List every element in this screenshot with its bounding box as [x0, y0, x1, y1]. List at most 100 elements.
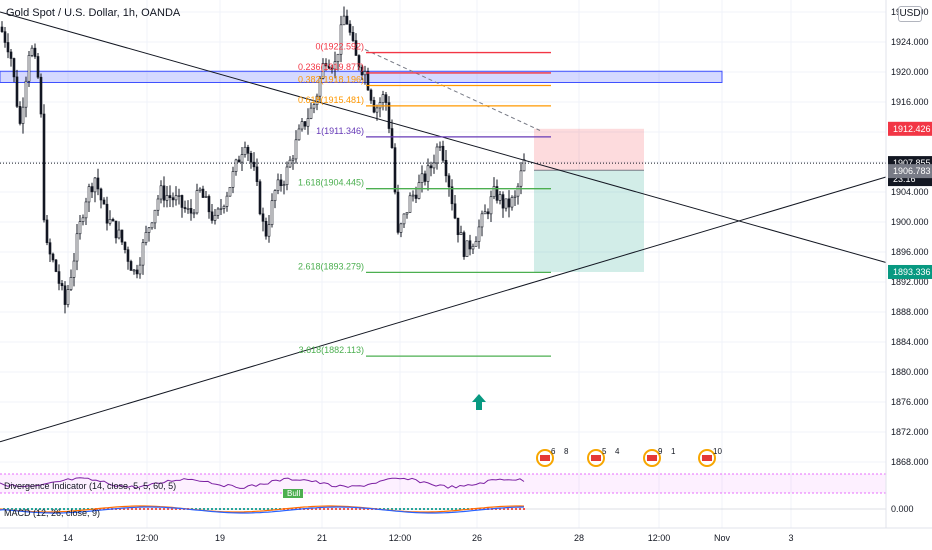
candle-body — [348, 23, 352, 33]
macd-histogram-bar — [267, 508, 269, 510]
macd-histogram-bar — [523, 508, 525, 510]
price-tick-label: 1884.000 — [891, 337, 929, 347]
macd-histogram-bar — [423, 508, 425, 510]
candle-body — [114, 220, 118, 239]
price-tick-label: 1900.000 — [891, 217, 929, 227]
flag-stripe-icon — [591, 455, 601, 461]
candle-body — [0, 26, 4, 32]
candle-body — [186, 208, 190, 210]
candle-body — [96, 177, 100, 190]
candle-body — [165, 195, 169, 201]
candle-body — [237, 159, 241, 163]
macd-histogram-bar — [235, 508, 237, 510]
time-tick-label: Nov — [714, 533, 731, 543]
currency-button[interactable]: USD — [898, 6, 922, 22]
candle-body — [285, 166, 289, 186]
candle-body — [444, 160, 448, 177]
candle-body — [57, 271, 61, 284]
candle-body — [303, 121, 307, 127]
candle-body — [270, 200, 274, 225]
time-tick-label: 14 — [63, 533, 73, 543]
macd-histogram-bar — [351, 508, 353, 510]
time-tick-label: 12:00 — [648, 533, 671, 543]
candle-body — [402, 213, 406, 225]
candle-body — [135, 269, 139, 275]
macd-signal-line — [0, 505, 525, 513]
candle-body — [90, 186, 94, 193]
macd-histogram-bar — [387, 508, 389, 510]
candle-body — [276, 179, 280, 191]
candle-body — [9, 51, 13, 59]
macd-histogram-bar — [19, 508, 21, 510]
candle-body — [138, 264, 142, 275]
candle-body — [189, 208, 193, 214]
fib-extension: 0(1922.592) 0.236(1919.877) 0.382(1918.196… — [298, 42, 551, 357]
candle-body — [48, 242, 52, 255]
candle-body — [141, 242, 145, 266]
macd-histogram-bar — [335, 508, 337, 510]
candle-body — [171, 197, 175, 201]
candle-body — [156, 198, 160, 211]
price-tag-text: 1907.855 — [893, 158, 931, 168]
macd-histogram-bar — [51, 508, 53, 510]
ascending-trendline — [0, 176, 887, 443]
economic-events: 6 8 5 4 9 1 10 — [536, 447, 722, 467]
candle-body — [12, 58, 16, 78]
macd-histogram-bar — [363, 508, 365, 510]
candle-body — [210, 211, 214, 221]
macd-histogram-bar — [259, 508, 261, 510]
macd-histogram-bar — [11, 508, 13, 510]
fib-level-label: 0.236(1919.877) — [298, 62, 364, 72]
candle-body — [123, 241, 127, 250]
macd-histogram-bar — [103, 508, 105, 510]
candle-body — [159, 185, 163, 200]
candle-body — [471, 245, 475, 250]
candle-body — [162, 185, 166, 201]
candle-body — [267, 224, 271, 237]
event-count-label: 8 — [564, 447, 569, 456]
candle-body — [315, 95, 319, 105]
divergence-line — [0, 477, 525, 489]
candle-body — [435, 146, 439, 164]
candle-body — [120, 229, 124, 243]
candle-body — [459, 232, 463, 236]
price-tag-text: 1912.426 — [893, 124, 931, 134]
candle-body — [93, 177, 97, 193]
candle-body — [279, 179, 283, 187]
candle-body — [360, 66, 364, 76]
macd-histogram-bar — [83, 508, 85, 510]
macd-histogram-bar — [399, 508, 401, 510]
event-count-label: 4 — [615, 447, 620, 456]
candle-body — [27, 55, 31, 82]
divergence-indicator-label: Divergence Indicator (14, close, 5, 5, 6… — [4, 481, 176, 491]
candle-body — [468, 240, 472, 250]
candle-body — [387, 102, 391, 129]
candle-body — [102, 199, 106, 205]
candle-body — [84, 201, 88, 219]
green-up-arrow — [472, 394, 486, 410]
macd-histogram-bar — [203, 508, 205, 510]
fib-level-label: 1.618(1904.445) — [298, 178, 364, 188]
candle-body — [66, 289, 70, 305]
candle-body — [288, 159, 292, 168]
time-tick-label: 12:00 — [389, 533, 412, 543]
candle-body — [39, 76, 43, 115]
flag-stripe-icon — [647, 455, 657, 461]
macd-axis-value: 0.000 — [891, 504, 914, 514]
macd-histogram-bar — [155, 508, 157, 510]
candle-body — [306, 118, 310, 127]
macd-histogram-bar — [271, 508, 273, 510]
candle-body — [342, 15, 346, 26]
macd-histogram-bar — [163, 508, 165, 510]
macd-histogram-bar — [195, 508, 197, 510]
macd-histogram-bar — [447, 508, 449, 510]
macd-histogram-bar — [443, 508, 445, 510]
macd-histogram-bar — [439, 508, 441, 510]
candle-body — [246, 146, 250, 154]
candle-body — [33, 47, 37, 57]
macd-histogram-bar — [231, 508, 233, 510]
candle-body — [516, 185, 520, 197]
candle-body — [240, 154, 244, 163]
macd-histogram-bar — [119, 508, 121, 510]
